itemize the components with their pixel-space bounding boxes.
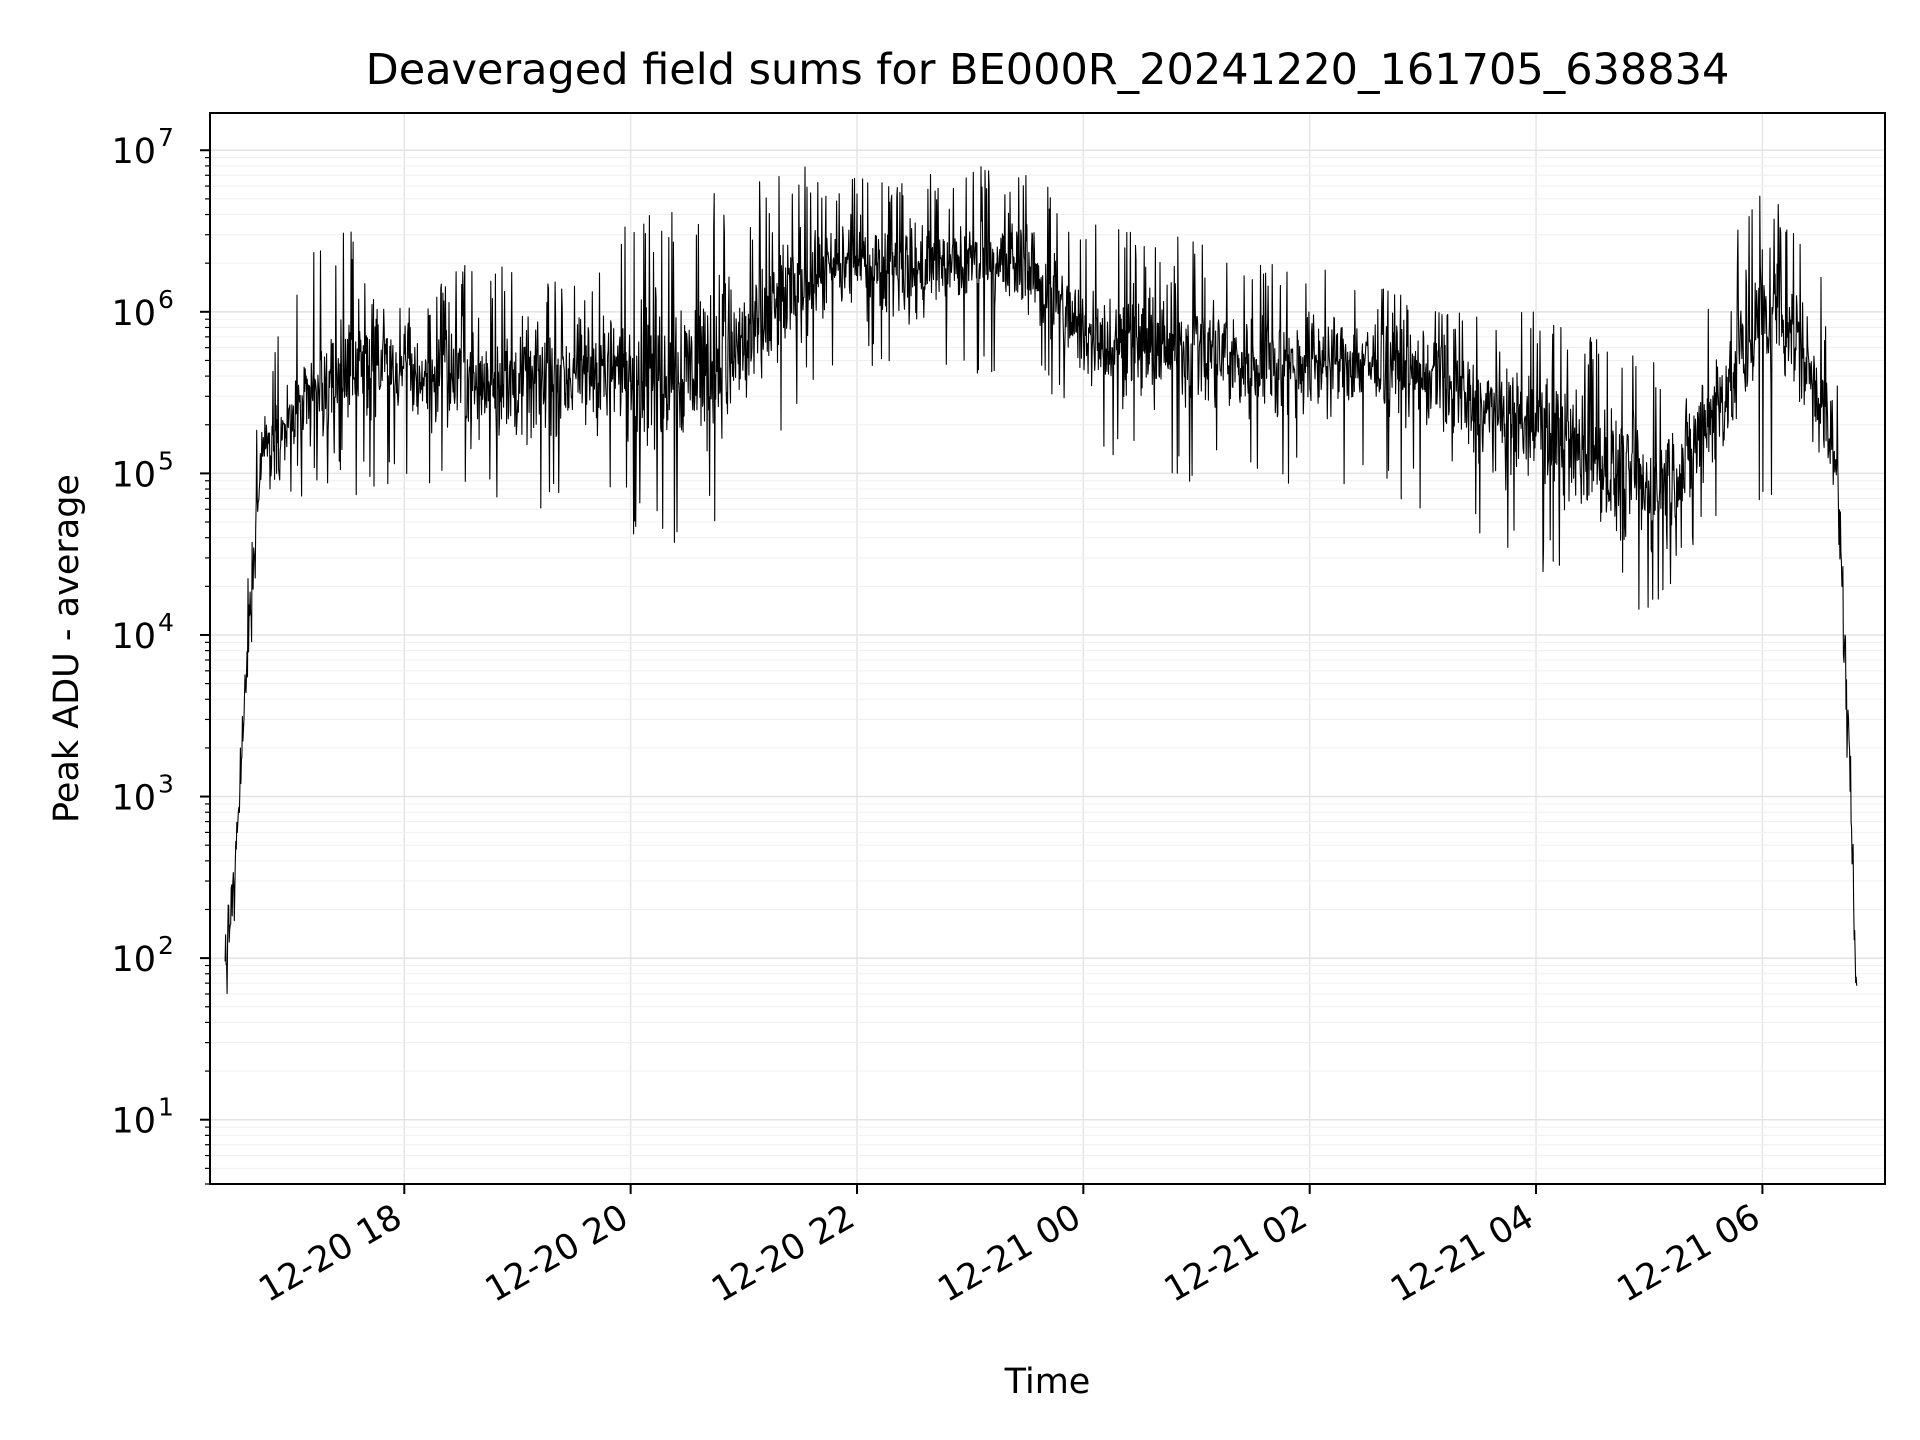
x-tick-label: 12-21 02 (1158, 1197, 1314, 1310)
y-tick-label: 10 (111, 779, 156, 819)
chart-title: Deaveraged field sums for BE000R_2024122… (366, 45, 1730, 95)
y-tick-label: 10 (111, 132, 156, 172)
y-tick-exponent: 5 (158, 446, 174, 475)
series-line-group (224, 166, 1858, 995)
y-tick-exponent: 4 (158, 608, 174, 637)
x-tick-label: 12-20 22 (705, 1197, 861, 1310)
x-axis-ticks: 12-20 18 12-20 20 12-20 22 12-21 00 12-21 02… (252, 1184, 1767, 1310)
plot-frame (209, 112, 1886, 1185)
grid-lines (210, 113, 1885, 1185)
y-tick-exponent: 3 (158, 770, 174, 799)
x-tick-label: 12-21 06 (1611, 1197, 1767, 1310)
y-tick-exponent: 6 (158, 285, 174, 314)
y-tick-label: 10 (111, 617, 156, 657)
y-tick-label: 10 (111, 294, 156, 334)
y-axis-label: Peak ADU - average (47, 474, 87, 823)
x-tick-label: 12-20 18 (252, 1197, 408, 1310)
y-tick-label: 10 (111, 940, 156, 980)
x-tick-label: 12-21 04 (1384, 1197, 1540, 1310)
y-tick-exponent: 7 (158, 123, 174, 152)
x-tick-label: 12-20 20 (479, 1197, 635, 1310)
series-line (224, 166, 1858, 995)
x-tick-label: 12-21 00 (932, 1197, 1088, 1310)
x-axis-label: Time (1004, 1362, 1091, 1402)
y-tick-exponent: 1 (158, 1093, 174, 1122)
y-tick-label: 10 (111, 455, 156, 495)
y-tick-label: 10 (111, 1102, 156, 1142)
y-tick-exponent: 2 (158, 931, 174, 960)
